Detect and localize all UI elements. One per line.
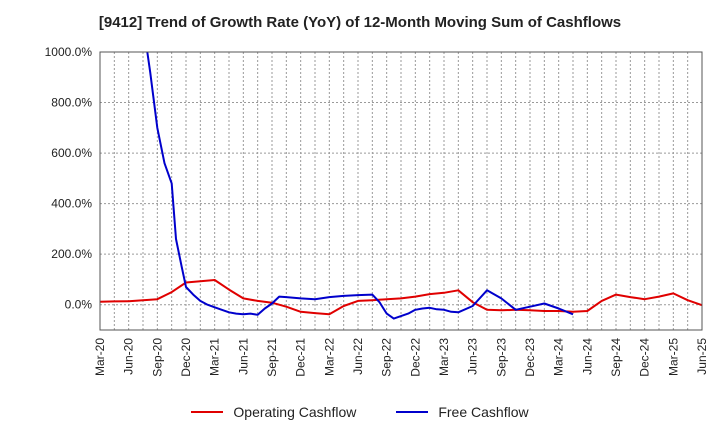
legend-swatch-free: [396, 411, 429, 413]
plot-border: [99, 51, 703, 331]
x-tick-label: Dec-23: [523, 338, 537, 377]
x-tick-label: Dec-20: [179, 338, 193, 377]
legend-label-operating: Operating Cashflow: [233, 404, 357, 420]
x-tick-label: Dec-22: [408, 338, 422, 377]
chart-title: [9412] Trend of Growth Rate (YoY) of 12-…: [98, 14, 622, 31]
y-tick-label: 0.0%: [65, 298, 93, 312]
x-tick-label: Sep-22: [380, 338, 394, 377]
legend-swatch-operating: [191, 411, 224, 413]
y-tick-label: 1000.0%: [45, 45, 93, 59]
y-tick-label: 600.0%: [51, 146, 92, 160]
x-tick-label: Sep-23: [494, 338, 508, 377]
chart-legend: Operating Cashflow Free Cashflow: [0, 404, 720, 420]
x-tick-label: Jun-25: [695, 338, 709, 375]
legend-item-free: Free Cashflow: [396, 404, 529, 420]
x-tick-label: Mar-21: [208, 338, 222, 376]
y-tick-label: 200.0%: [51, 247, 92, 261]
x-tick-label: Mar-24: [552, 338, 566, 376]
x-tick-label: Mar-20: [93, 338, 107, 376]
x-tick-label: Jun-24: [580, 338, 594, 375]
y-tick-label: 400.0%: [51, 197, 92, 211]
y-tick-label: 800.0%: [51, 96, 92, 110]
x-tick-label: Mar-22: [322, 338, 336, 376]
x-tick-label: Dec-21: [294, 338, 308, 377]
x-tick-label: Jun-23: [466, 338, 480, 375]
legend-item-operating: Operating Cashflow: [191, 404, 356, 420]
x-tick-label: Mar-25: [666, 338, 680, 376]
series-line-operating-cashflow: [100, 279, 702, 316]
series-line-free-cashflow: [146, 52, 574, 320]
x-tick-label: Jun-20: [122, 338, 136, 375]
x-tick-label: Dec-24: [638, 338, 652, 377]
x-tick-label: Jun-21: [236, 338, 250, 375]
x-tick-label: Mar-23: [437, 338, 451, 376]
x-tick-label: Sep-24: [609, 338, 623, 377]
x-tick-label: Sep-21: [265, 338, 279, 377]
x-tick-label: Jun-22: [351, 338, 365, 375]
legend-label-free: Free Cashflow: [438, 404, 529, 420]
x-tick-label: Sep-20: [150, 338, 164, 377]
